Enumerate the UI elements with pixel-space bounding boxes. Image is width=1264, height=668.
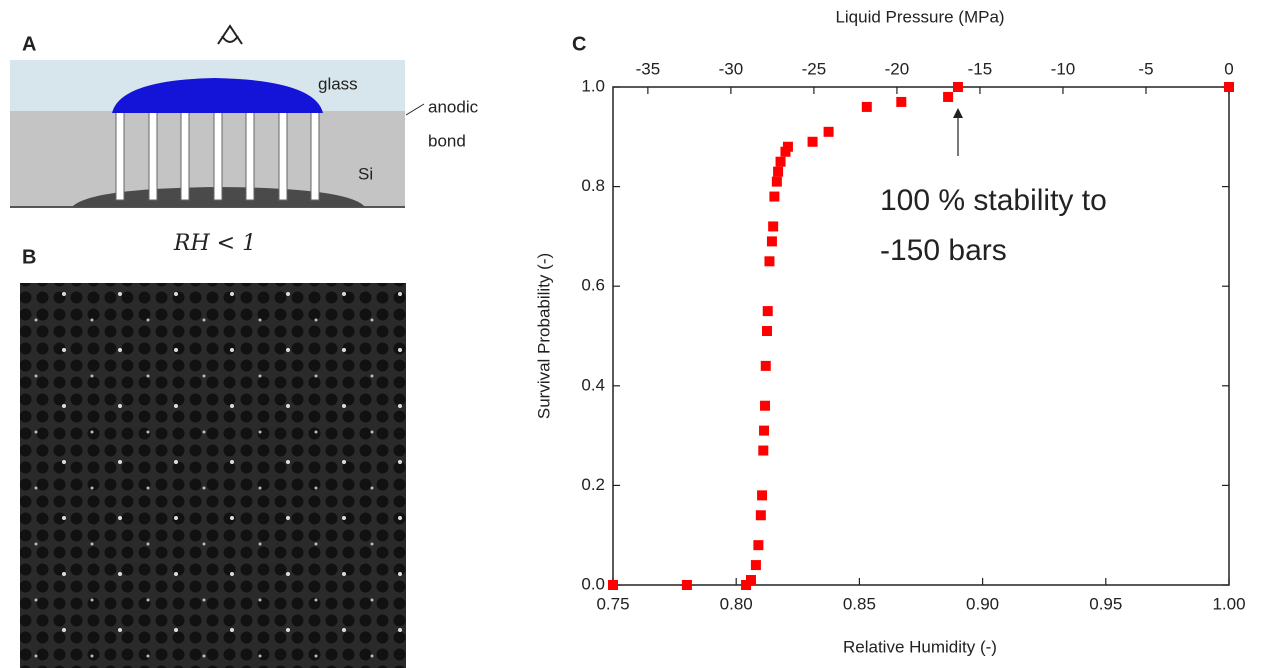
eye-icon (217, 24, 243, 45)
panel-c: C Liquid Pressure (MPa) Relative Humidit… (534, 7, 1245, 656)
y-tick-label: 0.6 (581, 276, 605, 295)
x2-tick-label: 0 (1224, 59, 1233, 78)
data-point (764, 256, 775, 267)
annotation: -150 bars (880, 234, 1007, 267)
x-tick-label: 0.95 (1089, 594, 1122, 613)
data-point (681, 580, 692, 590)
x2-tick-label: -25 (802, 59, 827, 78)
data-point (745, 575, 756, 586)
x2-tick-label: -30 (719, 59, 744, 78)
data-point (807, 136, 818, 147)
x-tick-label: 0.90 (966, 594, 999, 613)
data-point (766, 236, 777, 247)
x2-tick-label: -20 (885, 59, 910, 78)
y-tick-label: 0.8 (581, 176, 605, 195)
glass-label: glass (318, 74, 358, 93)
data-point (750, 560, 761, 571)
x2-tick-label: -15 (968, 59, 993, 78)
x-tick-label: 1.00 (1212, 594, 1245, 613)
x2-tick-label: -35 (636, 59, 661, 78)
data-point (768, 221, 779, 232)
panel-label: B (22, 246, 36, 268)
annotation-arrowhead (953, 108, 963, 118)
x-tick-label: 0.85 (843, 594, 876, 613)
x2-axis-title: Liquid Pressure (MPa) (835, 7, 1004, 26)
data-point (861, 101, 872, 112)
micrograph-spots (20, 283, 406, 668)
data-point (771, 176, 782, 187)
data-point (758, 445, 769, 456)
data-point (775, 156, 786, 167)
data-point (943, 91, 954, 102)
data-point (760, 400, 771, 411)
panel-b: B RH < 1 (20, 231, 406, 668)
data-point (952, 82, 963, 92)
bond-label: anodic (428, 97, 479, 116)
panel-label: C (572, 33, 586, 55)
plot-frame (612, 86, 1230, 586)
data-point (759, 425, 770, 436)
data-point (769, 191, 780, 202)
data-point (755, 510, 766, 521)
data-point (762, 306, 773, 317)
data-point (1224, 82, 1234, 92)
x-axis-title: Relative Humidity (-) (843, 637, 997, 656)
y-tick-label: 0.4 (581, 375, 605, 394)
pointer (405, 103, 425, 116)
x-tick-label: 0.75 (596, 594, 629, 613)
data-point (760, 360, 771, 371)
data-point (757, 490, 768, 501)
y-tick-label: 1.0 (581, 76, 605, 95)
data-point (753, 540, 764, 551)
panel-label: A (22, 33, 36, 55)
bond-label: bond (428, 131, 466, 150)
x2-tick-label: -10 (1051, 59, 1076, 78)
panel-a: A glass anodic bond Si (10, 24, 479, 208)
data-point (823, 126, 834, 137)
y-tick-label: 0.0 (581, 574, 605, 593)
si-label: Si (358, 164, 373, 183)
x2-tick-label: -5 (1138, 59, 1153, 78)
y-axis-title: Survival Probability (-) (534, 253, 553, 419)
data-point (773, 166, 784, 177)
panel-caption: RH < 1 (173, 231, 256, 256)
liquid-drop (112, 78, 323, 113)
data-point (608, 580, 618, 590)
data-point (896, 96, 907, 107)
annotation: 100 % stability to (880, 184, 1107, 217)
data-point (762, 326, 772, 337)
y-tick-label: 0.2 (581, 475, 605, 494)
data-point (782, 141, 793, 152)
x-tick-label: 0.80 (720, 594, 753, 613)
pillars (115, 110, 320, 201)
